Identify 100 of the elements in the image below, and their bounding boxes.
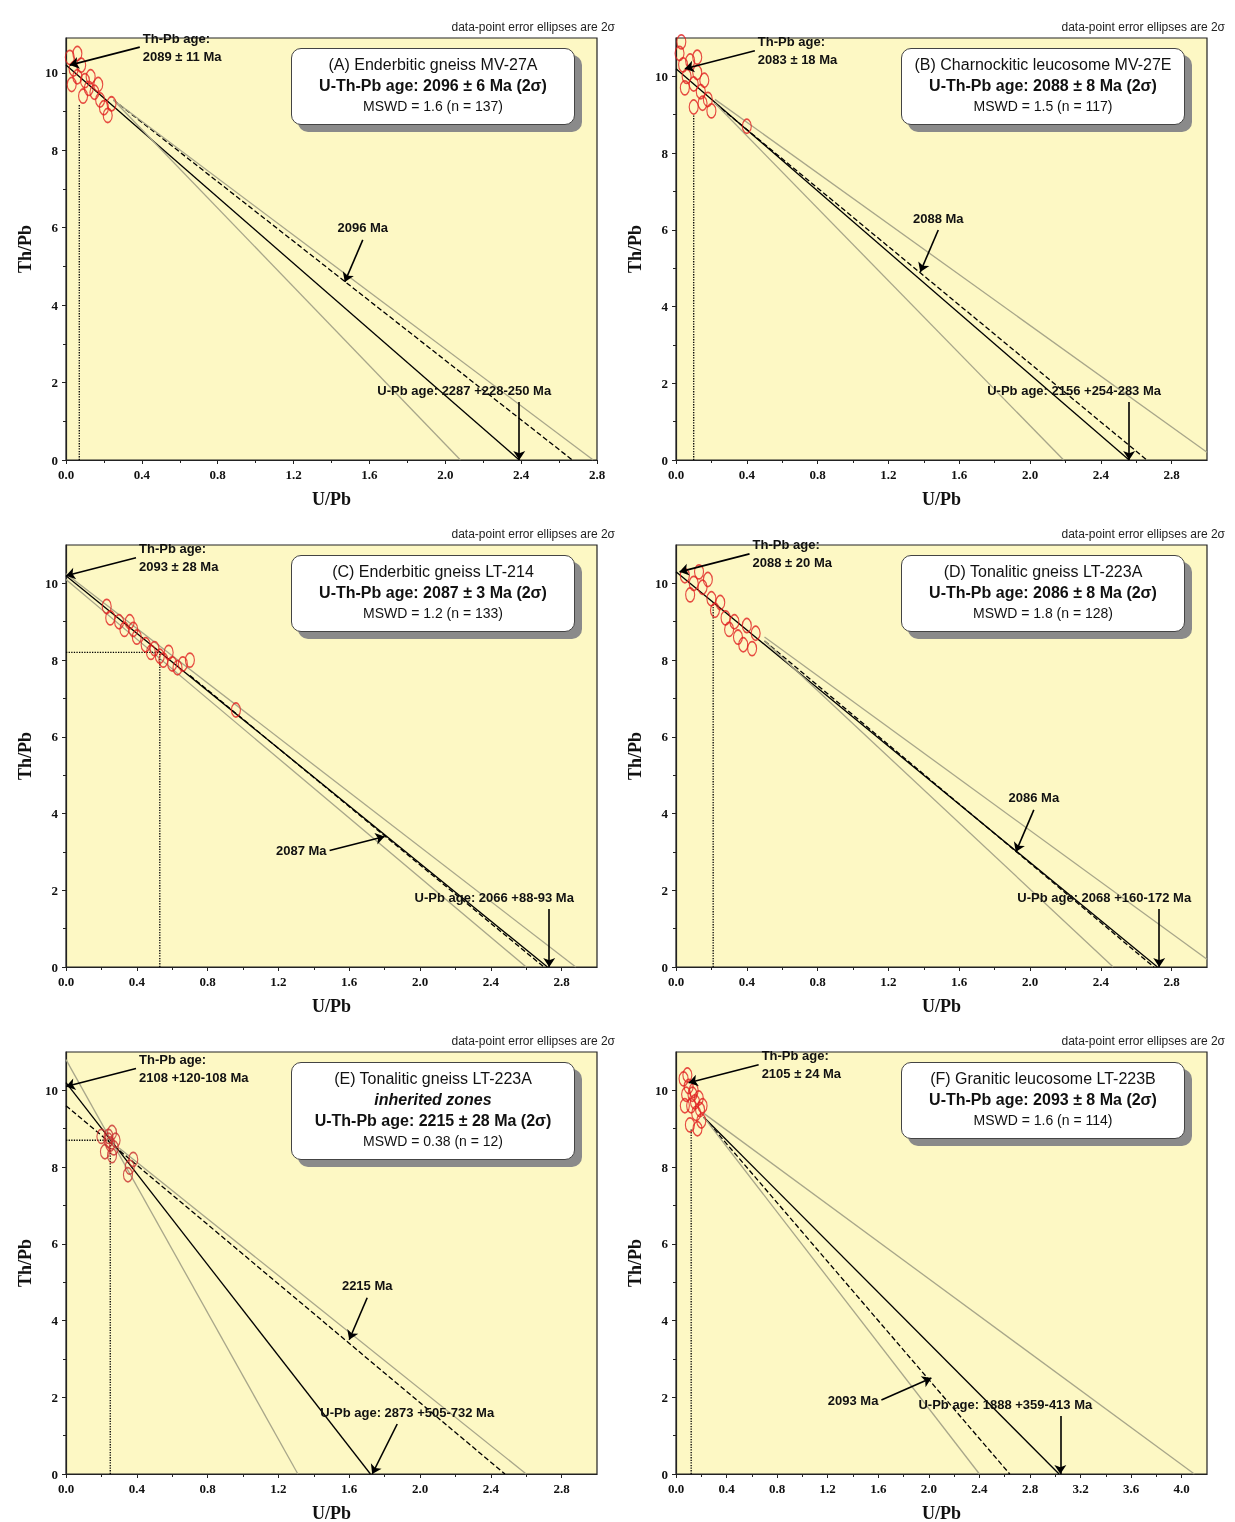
x-tick-label: 2.8	[553, 974, 571, 989]
x-tick-label: 1.6	[870, 1481, 887, 1496]
y-axis-title: Th/Pb	[625, 731, 645, 781]
annotation: MSWD = 1.2 (n = 133)	[361, 604, 505, 623]
annotation: U-Pb age: 2287 +228-250 Ma	[377, 382, 552, 398]
x-tick-label: 2.0	[437, 467, 454, 482]
x-axis-title: U/Pb	[921, 996, 962, 1016]
x-tick-label: 0.0	[667, 1481, 685, 1496]
x-axis-title: U/Pb	[311, 996, 352, 1016]
x-tick-label: 0.8	[209, 467, 227, 482]
x-tick-label: 3.6	[1123, 1481, 1140, 1496]
y-tick-label: 0	[661, 452, 668, 468]
x-tick-label: 1.2	[880, 974, 897, 989]
annotation: 2087 Ma	[276, 843, 328, 859]
y-tick-label: 6	[51, 729, 59, 745]
x-tick-label: 2.8	[553, 1481, 571, 1496]
annotation: MSWD = 1.8 (n = 128)	[971, 604, 1115, 623]
y-tick-label: 4	[661, 806, 669, 822]
annotation: Th-Pb age: 2105 ± 24 Ma	[761, 1048, 842, 1082]
annotation: U-Pb age: 2156 +254-283 Ma	[987, 382, 1162, 398]
x-tick-label: 0.0	[667, 467, 685, 482]
x-tick-label: 2.4	[513, 467, 530, 482]
y-tick-label: 10	[45, 1082, 58, 1098]
x-tick-label: 2.0	[920, 1481, 937, 1496]
x-tick-label: 0.4	[128, 1481, 146, 1496]
y-tick-label: 0	[661, 1466, 668, 1482]
y-tick-label: 0	[661, 959, 668, 975]
annotation: MSWD = 1.5 (n = 117)	[972, 97, 1114, 116]
y-tick-label: 8	[51, 142, 59, 158]
x-tick-label: 2.4	[971, 1481, 989, 1496]
text: data-point error ellipses are 2σ	[1061, 527, 1226, 541]
y-tick-label: 8	[51, 1159, 59, 1175]
y-tick-label: 6	[661, 729, 669, 745]
y-tick-label: 0	[51, 959, 58, 975]
annotation: U-Pb age: 2873 +505-732 Ma	[320, 1404, 495, 1420]
annotation: Th-Pb age: 2093 ± 28 Ma	[139, 541, 220, 575]
annotation: Th-Pb age: 2089 ± 11 Ma	[142, 30, 223, 64]
y-tick-label: 2	[661, 882, 668, 898]
y-tick-label: 2	[51, 1389, 58, 1405]
x-tick-label: 2.8	[588, 467, 606, 482]
annotation: Th-Pb age: 2088 ± 20 Ma	[752, 537, 833, 571]
y-tick-label: 6	[661, 222, 669, 238]
y-axis-title: Th/Pb	[625, 224, 645, 274]
x-tick-label: 0.0	[57, 467, 75, 482]
y-axis-title: Th/Pb	[15, 224, 35, 274]
x-tick-label: 0.8	[199, 1481, 217, 1496]
x-tick-label: 1.2	[270, 974, 287, 989]
x-tick-label: 0.4	[738, 974, 756, 989]
x-tick-label: 0.8	[809, 467, 827, 482]
x-axis-title: U/Pb	[921, 1503, 962, 1522]
y-tick-label: 0	[51, 1466, 58, 1482]
x-tick-label: 1.2	[819, 1481, 836, 1496]
x-tick-label: 2.8	[1021, 1481, 1039, 1496]
y-tick-label: 2	[51, 882, 58, 898]
x-tick-label: 3.2	[1072, 1481, 1089, 1496]
y-tick-label: 10	[45, 575, 58, 591]
x-tick-label: 2.4	[482, 1481, 500, 1496]
y-tick-label: 4	[661, 1313, 669, 1329]
y-tick-label: 0	[51, 452, 58, 468]
y-tick-label: 8	[661, 1159, 669, 1175]
x-tick-label: 0.0	[667, 974, 685, 989]
text: data-point error ellipses are 2σ	[451, 1034, 616, 1048]
x-tick-label: 1.6	[361, 467, 379, 482]
x-tick-label: 0.4	[128, 974, 146, 989]
y-tick-label: 2	[661, 375, 668, 391]
y-axis-title: Th/Pb	[15, 731, 35, 781]
annotation: MSWD = 1.6 (n = 137)	[361, 97, 505, 116]
y-tick-label: 8	[661, 145, 669, 161]
y-tick-label: 6	[51, 1236, 59, 1252]
y-tick-label: 4	[51, 297, 59, 313]
annotation: 2086 Ma	[1008, 790, 1060, 806]
x-tick-label: 2.0	[1021, 467, 1039, 482]
y-tick-label: 2	[661, 1389, 668, 1405]
x-tick-label: 1.6	[951, 974, 968, 989]
y-tick-label: 10	[655, 1082, 668, 1098]
x-tick-label: 0.0	[57, 1481, 75, 1496]
y-tick-label: 2	[51, 375, 58, 391]
text: data-point error ellipses are 2σ	[451, 20, 616, 34]
x-tick-label: 1.2	[285, 467, 302, 482]
x-tick-label: 2.4	[1092, 974, 1110, 989]
x-tick-label: 2.0	[1021, 974, 1039, 989]
annotation: Th-Pb age: 2083 ± 18 Ma	[757, 34, 839, 68]
x-tick-label: 2.0	[411, 1481, 429, 1496]
x-tick-label: 0.4	[738, 467, 756, 482]
y-tick-label: 10	[45, 65, 58, 81]
x-tick-label: 2.4	[1092, 467, 1110, 482]
x-tick-label: 2.8	[1163, 974, 1181, 989]
annotation: Th-Pb age: 2108 +120-108 Ma	[139, 1052, 250, 1086]
x-tick-label: 0.8	[769, 1481, 786, 1496]
annotation: 2093 Ma	[827, 1392, 880, 1408]
x-tick-label: 0.4	[718, 1481, 736, 1496]
y-axis-title: Th/Pb	[625, 1238, 645, 1288]
x-tick-label: 1.6	[341, 1481, 358, 1496]
annotation: 2088 Ma	[912, 210, 965, 226]
x-tick-label: 1.6	[341, 974, 358, 989]
x-tick-label: 2.0	[411, 974, 429, 989]
text: data-point error ellipses are 2σ	[1061, 1034, 1226, 1048]
y-tick-label: 10	[655, 68, 668, 84]
x-tick-label: 2.4	[482, 974, 500, 989]
y-tick-label: 6	[661, 1236, 669, 1252]
